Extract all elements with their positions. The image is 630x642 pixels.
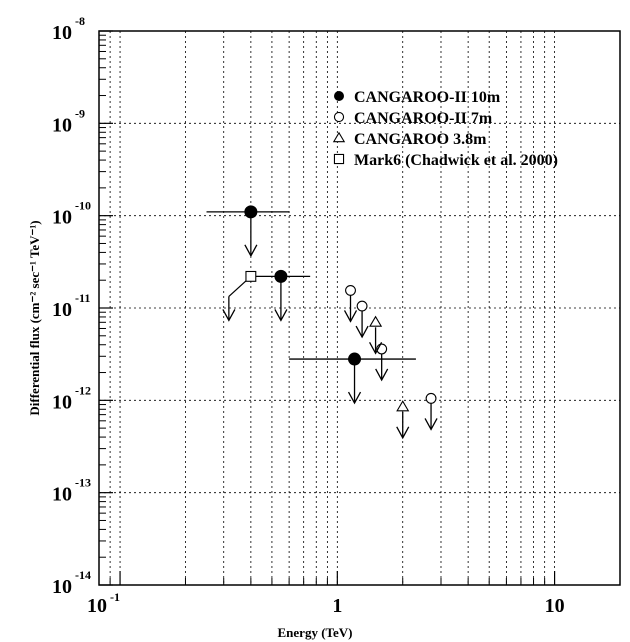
- series-open-triangle: [369, 315, 410, 440]
- legend-marker: [334, 91, 344, 101]
- data-point: [425, 392, 437, 404]
- arrow-head: [274, 309, 288, 322]
- legend: CANGAROO-II 10m CANGAROO-II 7m CANGAROO 3.…: [332, 89, 558, 169]
- upper-limit-arrow: [274, 276, 288, 322]
- data-point: [274, 269, 288, 283]
- arrow-head: [347, 391, 362, 405]
- y-tick-label: 10-13: [52, 476, 91, 506]
- legend-marker: [332, 131, 346, 143]
- upper-limit-arrow: [244, 211, 258, 258]
- upper-limit-arrow: [355, 311, 369, 339]
- x-tick-label: 10: [545, 595, 565, 617]
- upper-limit-arrow: [396, 411, 410, 440]
- data-point: [345, 284, 356, 296]
- arrow-head: [424, 418, 438, 431]
- legend-entry: Mark6 (Chadwick et al. 2000): [354, 152, 558, 169]
- data-point: [356, 300, 368, 312]
- series-filled-circle: [206, 205, 416, 405]
- data-point: [369, 315, 383, 327]
- arrow-head: [355, 325, 369, 339]
- upper-limit-arrow: [424, 403, 438, 431]
- y-tick-label: 10-14: [52, 568, 91, 598]
- x-tick-label: 1: [332, 595, 342, 617]
- legend-entry: CANGAROO-II 10m: [354, 89, 501, 106]
- legend-entry: CANGAROO 3.8m: [354, 131, 487, 148]
- y-tick-label: 10-10: [52, 199, 91, 229]
- upper-limit-arrow: [375, 353, 389, 382]
- legend-marker: [333, 153, 345, 165]
- upper-limit-arrow: [343, 295, 358, 323]
- upper-limit-arrow: [222, 275, 252, 322]
- arrow-head: [369, 341, 383, 355]
- data-point: [348, 352, 362, 366]
- legend-entry: CANGAROO-II 7m: [354, 110, 493, 127]
- data-points: [206, 205, 438, 440]
- grid: [99, 31, 620, 585]
- x-tick-label: 10 -1: [87, 590, 120, 617]
- upper-limit-arrow: [369, 327, 383, 355]
- series-open-circle: [343, 284, 438, 431]
- arrow-head: [343, 310, 358, 323]
- arrow-head: [222, 309, 236, 322]
- y-tick-label: 10-12: [52, 383, 91, 413]
- y-tick-label: 10-8: [52, 14, 85, 44]
- upper-limit-arrow: [347, 359, 362, 405]
- data-point: [245, 270, 257, 282]
- legend-marker: [333, 111, 345, 123]
- x-axis-label: Energy (TeV): [278, 625, 353, 640]
- y-axis-label: Differential flux (cm⁻² sec⁻¹ TeV⁻¹): [27, 220, 42, 415]
- data-point: [396, 400, 410, 412]
- arrow-head: [375, 368, 389, 382]
- data-point: [244, 205, 258, 219]
- y-tick-label: 10-9: [52, 106, 85, 136]
- y-tick-label: 10-11: [52, 291, 90, 321]
- series-open-square: [222, 270, 257, 322]
- arrow-head: [244, 244, 258, 258]
- arrow-head: [396, 426, 410, 440]
